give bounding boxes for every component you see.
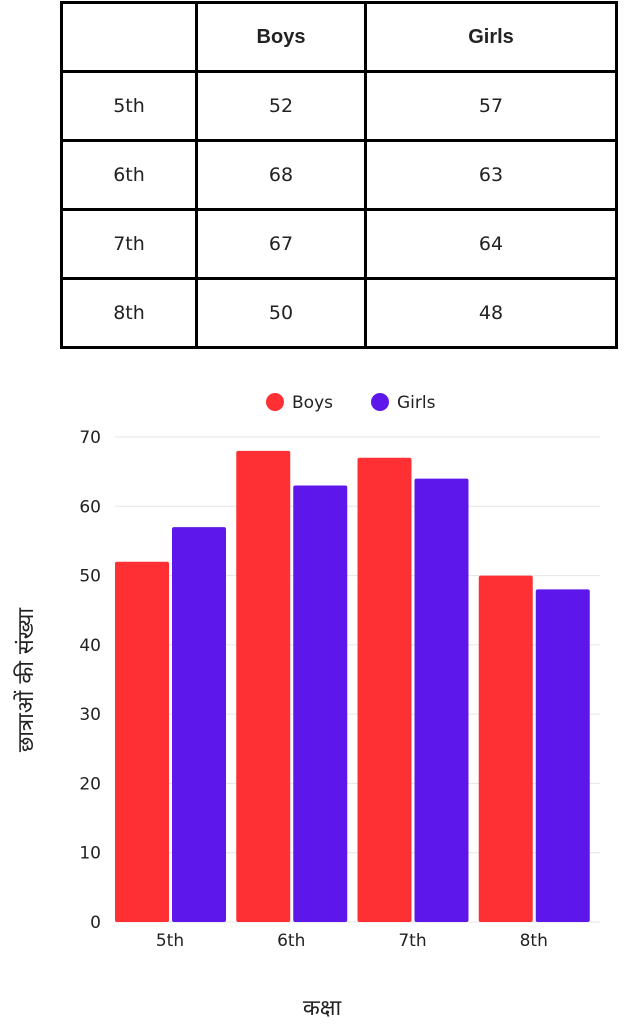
- legend-label-girls: Girls: [397, 393, 436, 413]
- girls-cell: 63: [364, 139, 618, 211]
- legend-label-boys: Boys: [292, 393, 333, 413]
- x-tick-label: 8th: [520, 931, 548, 951]
- header-blank: [60, 1, 198, 73]
- row-label: 8th: [60, 277, 198, 349]
- table-row: 5th 52 57: [60, 70, 618, 142]
- y-tick-label: 60: [79, 497, 101, 517]
- table-row: 8th 50 48: [60, 277, 618, 349]
- girls-cell: 48: [364, 277, 618, 349]
- bar-girls: [293, 485, 348, 922]
- bar-boys: [236, 450, 291, 922]
- bar-boys: [357, 457, 412, 922]
- y-tick-label: 30: [79, 705, 101, 725]
- legend-marker-boys: [266, 393, 284, 411]
- x-tick-label: 6th: [277, 931, 305, 951]
- row-label: 5th: [60, 70, 198, 142]
- girls-cell: 64: [364, 208, 618, 280]
- y-tick-label: 70: [79, 428, 101, 448]
- data-table: Boys Girls 5th 52 57 6th 68 63 7th 67 64 8th 50 48: [60, 1, 618, 349]
- y-tick-label: 20: [79, 774, 101, 794]
- x-tick-label: 5th: [156, 931, 184, 951]
- bar-girls: [414, 478, 469, 922]
- legend-marker-girls: [371, 393, 389, 411]
- x-axis-label: कक्षा: [302, 996, 342, 1021]
- row-label: 7th: [60, 208, 198, 280]
- bar-boys: [478, 575, 533, 922]
- header-girls: Girls: [364, 1, 618, 73]
- y-tick-label: 40: [79, 636, 101, 656]
- y-tick-label: 50: [79, 567, 101, 587]
- table-row: 6th 68 63: [60, 139, 618, 211]
- header-boys: Boys: [195, 1, 367, 73]
- y-axis-label: छात्राओं की संख्या: [14, 607, 39, 753]
- x-tick-label: 7th: [398, 931, 426, 951]
- boys-cell: 67: [195, 208, 367, 280]
- y-tick-label: 10: [79, 844, 101, 864]
- boys-cell: 50: [195, 277, 367, 349]
- girls-cell: 57: [364, 70, 618, 142]
- row-label: 6th: [60, 139, 198, 211]
- bar-boys: [115, 561, 169, 922]
- boys-cell: 68: [195, 139, 367, 211]
- bar-girls: [172, 527, 226, 922]
- table-row: 7th 67 64: [60, 208, 618, 280]
- y-tick-label: 0: [90, 913, 101, 933]
- boys-cell: 52: [195, 70, 367, 142]
- bar-girls: [535, 589, 590, 922]
